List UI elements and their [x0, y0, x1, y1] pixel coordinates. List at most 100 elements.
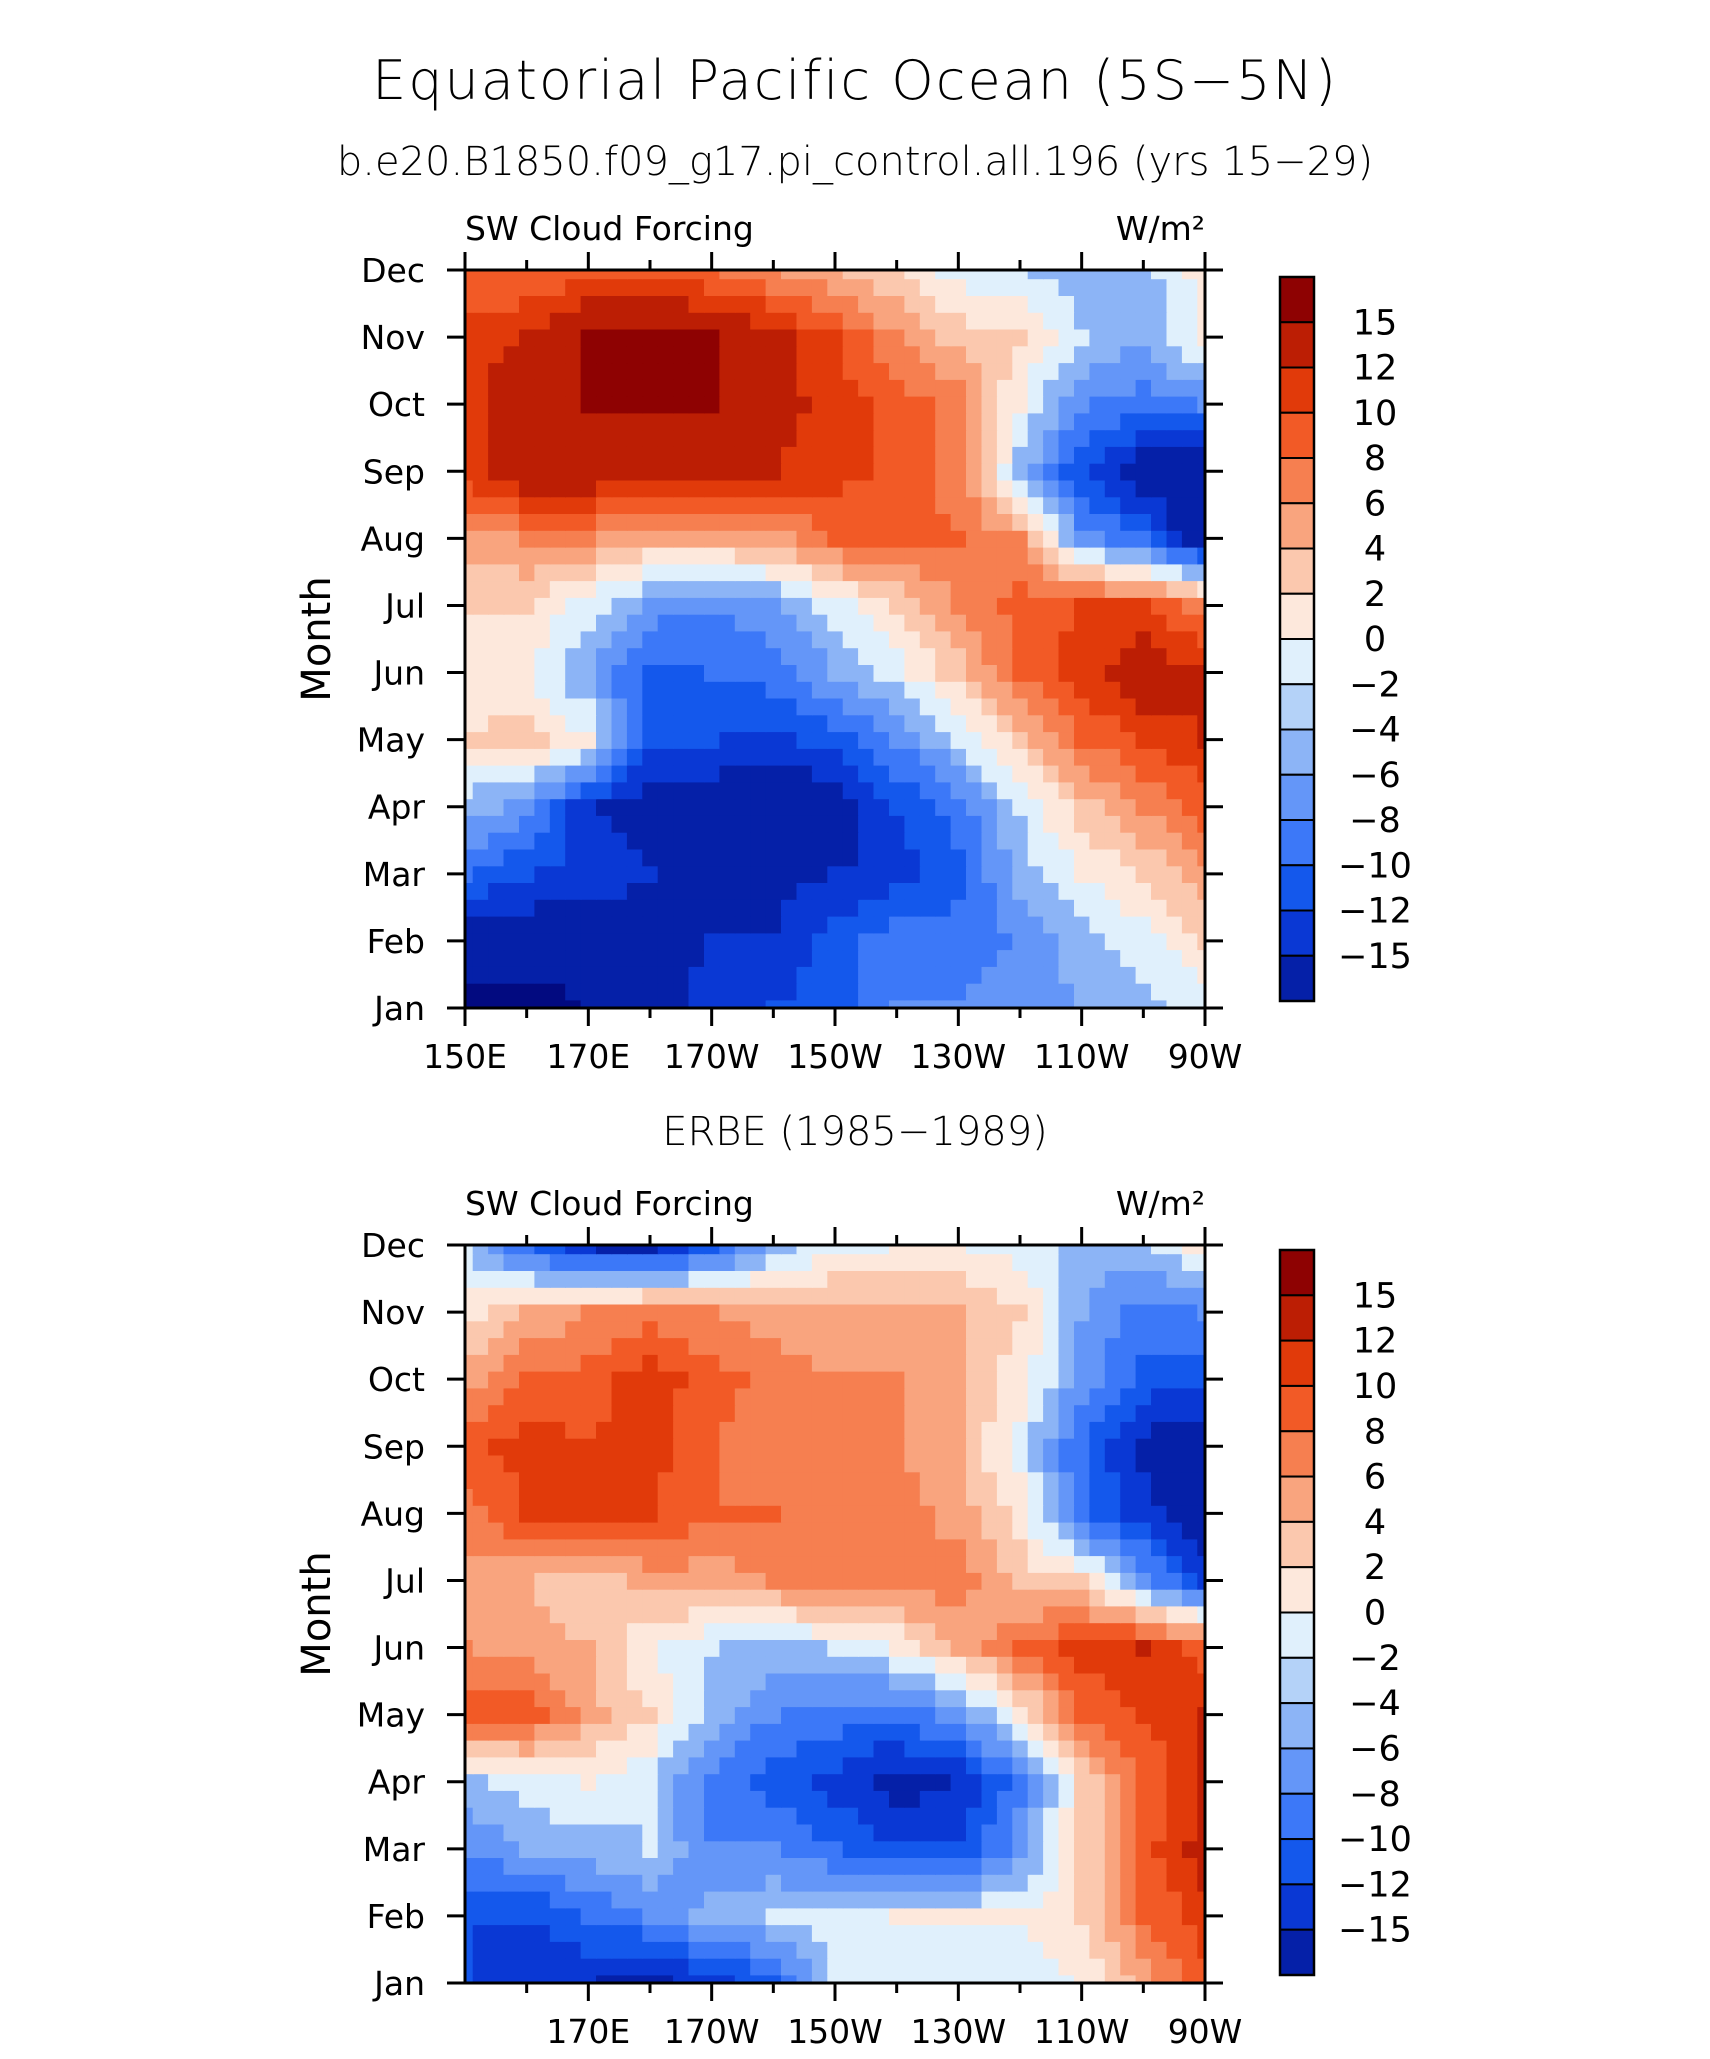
contour-cell [996, 1840, 1014, 1858]
contour-cell [1043, 1505, 1060, 1523]
contour-cell [673, 781, 690, 800]
contour-cell [734, 1756, 751, 1775]
contour-cell [750, 395, 767, 414]
contour-cell [1151, 1974, 1168, 1983]
contour-cell [811, 446, 829, 464]
x-tick-label: 170E [546, 2012, 630, 2051]
contour-cell [889, 848, 906, 867]
contour-cell [488, 597, 505, 615]
contour-cell [688, 680, 705, 699]
contour-cell [1027, 1471, 1044, 1489]
contour-cell [889, 1622, 906, 1640]
contour-cell [966, 1706, 983, 1724]
contour-cell [873, 1572, 890, 1590]
contour-cell [611, 1941, 628, 1959]
contour-cell [704, 1253, 721, 1271]
colorbar-label: −10 [1338, 846, 1412, 886]
contour-cell [873, 1924, 890, 1942]
contour-cell [765, 764, 782, 783]
contour-cell [704, 1823, 721, 1842]
contour-cell [704, 1437, 721, 1456]
contour-cell [611, 1840, 628, 1858]
contour-cell [765, 1387, 782, 1406]
y-tick-label: Oct [368, 385, 425, 424]
contour-cell [1120, 831, 1137, 850]
contour-cell [1012, 1941, 1029, 1959]
contour-cell [611, 1739, 628, 1758]
contour-cell [472, 731, 489, 749]
contour-cell [642, 932, 659, 951]
contour-cell [1104, 513, 1121, 531]
contour-cell [1027, 1488, 1044, 1506]
contour-cell [596, 1320, 613, 1339]
contour-cell [873, 630, 890, 649]
contour-cell [688, 328, 705, 347]
colorbar-label: −15 [1338, 937, 1412, 977]
contour-cell [1166, 1689, 1183, 1708]
contour-cell [734, 563, 751, 582]
contour-cell [858, 848, 875, 867]
x-tick-label: 170W [664, 1037, 760, 1076]
contour-cell [1135, 647, 1152, 665]
contour-cell [596, 395, 613, 414]
contour-cell [704, 1270, 721, 1288]
contour-cell [534, 1521, 551, 1540]
contour-cell [1043, 1404, 1060, 1422]
contour-cell [734, 1723, 751, 1741]
contour-cell [1120, 1555, 1137, 1573]
contour-cell [503, 1756, 520, 1775]
contour-cell [919, 1354, 936, 1372]
contour-cell [472, 597, 489, 615]
contour-cell [1012, 1639, 1029, 1657]
contour-cell [827, 311, 844, 330]
contour-cell [796, 982, 813, 1001]
contour-cell [1197, 295, 1205, 313]
contour-cell [642, 1245, 659, 1255]
contour-cell [1043, 1370, 1060, 1389]
colorbar-label: −12 [1338, 892, 1412, 932]
contour-cell [657, 1387, 674, 1406]
contour-cell [549, 1505, 566, 1523]
contour-cell [565, 1337, 582, 1355]
contour-cell [596, 597, 613, 615]
contour-cell [565, 1823, 582, 1842]
contour-cell [966, 1790, 983, 1808]
contour-cell [1135, 395, 1152, 414]
contour-cell [935, 831, 952, 850]
contour-cell [1104, 781, 1121, 800]
contour-cell [688, 630, 705, 649]
contour-cell [519, 1253, 536, 1271]
contour-cell [796, 395, 813, 414]
contour-cell [765, 1421, 782, 1439]
contour-cell [734, 328, 751, 347]
contour-cell [472, 1454, 489, 1473]
contour-cell [811, 1857, 829, 1875]
contour-cell [935, 270, 952, 280]
contour-cell [935, 597, 952, 615]
contour-cell [472, 311, 489, 330]
contour-cell [1089, 1823, 1106, 1842]
contour-cell [1120, 1320, 1137, 1339]
contour-cell [519, 915, 536, 934]
contour-cell [1151, 1773, 1168, 1791]
contour-cell [611, 412, 628, 431]
colorbar-box [1279, 909, 1315, 957]
contour-cell [1151, 446, 1168, 464]
contour-cell [673, 563, 690, 582]
contour-cell [889, 1404, 906, 1422]
contour-cell [765, 513, 782, 531]
contour-cell [549, 882, 566, 900]
contour-cell [1151, 1437, 1168, 1456]
contour-cell [1181, 328, 1199, 347]
contour-cell [488, 1806, 505, 1825]
contour-cell [1181, 295, 1199, 313]
contour-cell [1058, 1639, 1075, 1657]
contour-cell [472, 295, 489, 313]
contour-cell [1089, 882, 1106, 900]
contour-cell [1074, 446, 1091, 464]
contour-cell [534, 1387, 551, 1406]
contour-cell [1089, 1907, 1106, 1926]
contour-cell [996, 1337, 1014, 1355]
contour-cell [996, 1320, 1014, 1339]
contour-cell [488, 882, 505, 900]
